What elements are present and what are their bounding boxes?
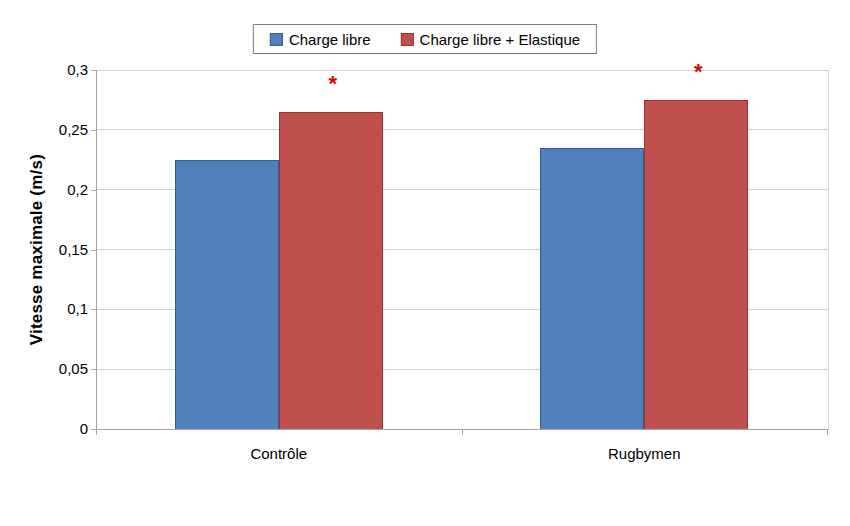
y-axis-tick [91, 309, 96, 310]
legend-label: Charge libre [289, 31, 371, 48]
y-axis-tick [91, 70, 96, 71]
y-tick-label: 0,1 [8, 300, 88, 318]
legend-label: Charge libre + Elastique [420, 31, 581, 48]
bar-Contrôle-Charge libre [175, 160, 279, 429]
significance-asterisk: * [313, 72, 353, 96]
bar-chart: Charge libre Charge libre + Elastique Vi… [0, 0, 850, 526]
bar-Contrôle-Charge libre + Elastique [279, 112, 383, 429]
x-axis-tick [96, 430, 97, 435]
y-tick-label: 0,2 [8, 181, 88, 199]
bar-Rugbymen-Charge libre + Elastique [644, 100, 748, 429]
x-axis-tick [827, 430, 828, 435]
y-tick-label: 0,05 [8, 360, 88, 378]
y-axis-tick [91, 369, 96, 370]
x-axis-tick [462, 430, 463, 435]
legend-item-charge-libre: Charge libre [270, 31, 371, 48]
y-axis-tick [91, 130, 96, 131]
y-tick-label: 0,15 [8, 241, 88, 259]
significance-asterisk: * [678, 60, 718, 84]
y-axis-tick [91, 190, 96, 191]
gridline [97, 70, 828, 71]
legend-item-charge-libre-elastique: Charge libre + Elastique [401, 31, 581, 48]
legend-swatch-red-icon [401, 33, 414, 46]
bar-Rugbymen-Charge libre [540, 148, 644, 429]
legend-swatch-blue-icon [270, 33, 283, 46]
chart-legend: Charge libre Charge libre + Elastique [253, 24, 597, 54]
y-axis-tick [91, 250, 96, 251]
x-category-label: Rugbymen [534, 445, 754, 463]
y-tick-label: 0 [8, 420, 88, 438]
x-category-label: Contrôle [169, 445, 389, 463]
y-tick-label: 0,3 [8, 61, 88, 79]
y-tick-label: 0,25 [8, 121, 88, 139]
